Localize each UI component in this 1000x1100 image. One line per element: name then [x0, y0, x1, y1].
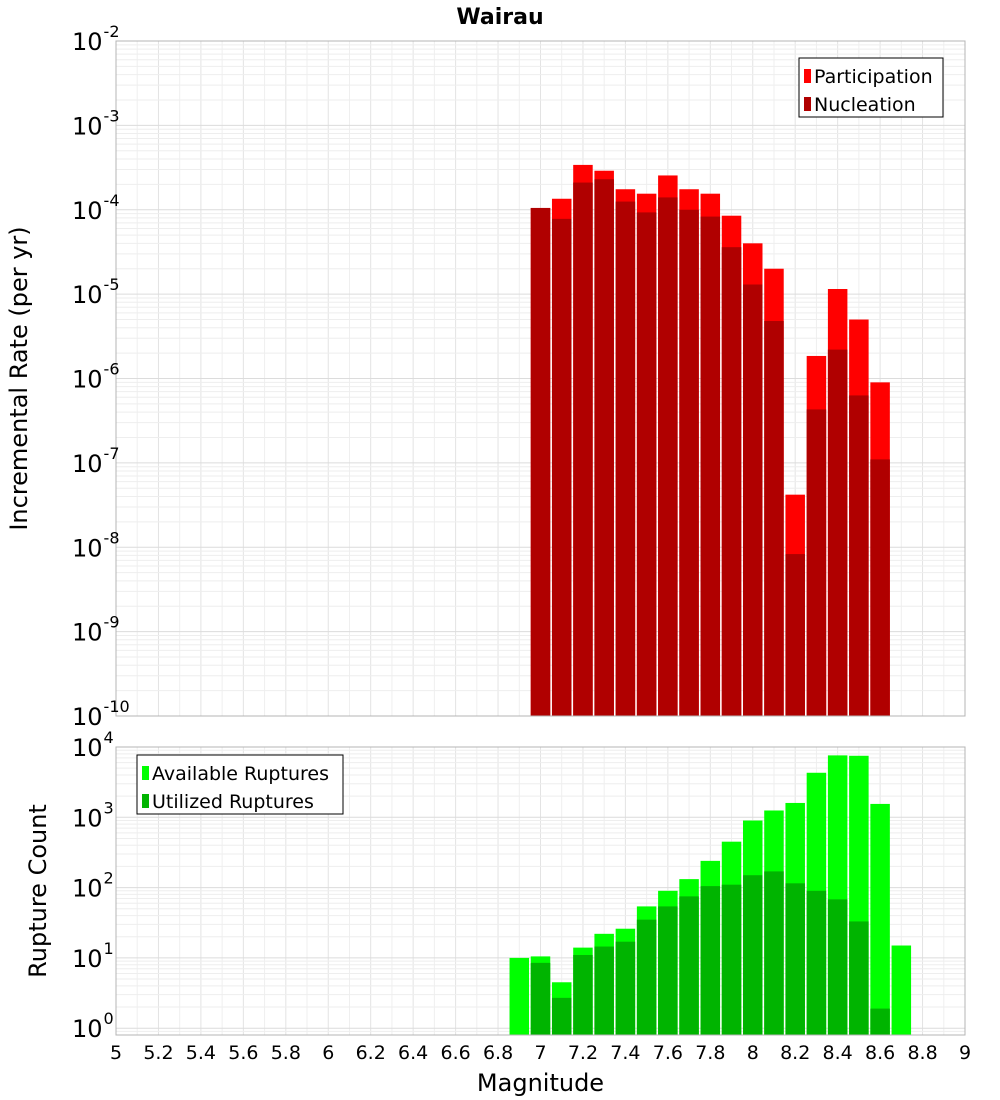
- x-tick-label: 6: [322, 1042, 334, 1064]
- x-tick-label: 6.6: [440, 1042, 470, 1064]
- utilized-ruptures-legend-label: Utilized Ruptures: [152, 791, 314, 813]
- utilized-ruptures-bar: [636, 919, 657, 1035]
- x-tick-label: 8.4: [823, 1042, 853, 1064]
- bottom-y-axis-label: Rupture Count: [24, 804, 52, 978]
- x-tick-label: 5.4: [186, 1042, 216, 1064]
- nucleation-bar: [764, 321, 784, 716]
- y-tick-exponent: 4: [104, 728, 114, 747]
- x-tick-label: 5.6: [228, 1042, 258, 1064]
- x-tick-label: 8.2: [780, 1042, 810, 1064]
- nucleation-bar: [658, 197, 678, 717]
- x-tick-label: 6.2: [356, 1042, 386, 1064]
- utilized-ruptures-bar: [870, 1008, 890, 1035]
- top-plot-frame: [115, 40, 966, 717]
- top-y-axis-label: Incremental Rate (per yr): [5, 226, 33, 530]
- y-tick-exponent: 1: [104, 939, 114, 958]
- y-tick-exponent: 3: [104, 798, 114, 817]
- nucleation-bar: [721, 247, 742, 716]
- utilized-ruptures-bar: [551, 997, 572, 1035]
- x-tick-label: 9: [959, 1042, 971, 1064]
- y-tick-exponent: -2: [104, 22, 120, 41]
- legend-box: [136, 754, 344, 815]
- chart-title: Wairau: [456, 5, 543, 30]
- available-ruptures-bar: [891, 945, 912, 1035]
- utilized-ruptures-bar: [573, 954, 593, 1035]
- utilized-ruptures-bar: [615, 941, 636, 1035]
- nucleation-bar: [743, 284, 763, 716]
- utilized-ruptures-bar: [530, 962, 551, 1035]
- utilized-ruptures-bar: [679, 896, 699, 1035]
- x-axis-label: Magnitude: [477, 1069, 604, 1097]
- y-tick-exponent: -4: [104, 191, 120, 210]
- bottom-plot-frame: [115, 746, 966, 1036]
- x-tick-label: 5.2: [143, 1042, 173, 1064]
- utilized-ruptures-bar: [785, 883, 805, 1035]
- y-tick-exponent: -7: [104, 444, 120, 463]
- x-tick-label: 7.8: [695, 1042, 725, 1064]
- y-tick-exponent: -5: [104, 275, 120, 294]
- x-tick-label: 8.6: [865, 1042, 895, 1064]
- y-tick-exponent: -3: [104, 106, 120, 125]
- nucleation-bar: [551, 218, 572, 716]
- x-tick-label: 7: [534, 1042, 546, 1064]
- utilized-ruptures-bar: [658, 906, 678, 1035]
- participation-legend-swatch: [804, 69, 811, 83]
- nucleation-legend-swatch: [804, 97, 811, 111]
- y-tick-label: 10-10: [72, 697, 130, 731]
- utilized-ruptures-bar: [594, 946, 614, 1035]
- y-tick-exponent: -10: [104, 697, 130, 716]
- participation-legend-label: Participation: [814, 66, 933, 88]
- nucleation-bar: [806, 409, 827, 716]
- y-tick-label: 10-9: [72, 613, 120, 647]
- nucleation-bar: [785, 554, 805, 716]
- nucleation-bar: [870, 459, 890, 716]
- top-bars: [530, 164, 890, 717]
- utilized-ruptures-bar: [764, 871, 784, 1035]
- y-tick-exponent: -6: [104, 360, 120, 379]
- x-tick-label: 6.4: [398, 1042, 428, 1064]
- x-tick-label: 8: [747, 1042, 759, 1064]
- y-tick-exponent: 2: [104, 869, 114, 888]
- legend-box: [798, 57, 944, 118]
- x-tick-label: 5: [110, 1042, 122, 1064]
- available-ruptures-bar: [509, 957, 530, 1035]
- utilized-ruptures-legend-swatch: [142, 794, 149, 808]
- available-ruptures-legend-swatch: [142, 766, 149, 780]
- y-tick-exponent: -9: [104, 613, 120, 632]
- bottom-legend: Available Ruptures Utilized Ruptures: [136, 754, 344, 815]
- nucleation-bar: [849, 395, 869, 716]
- y-tick-exponent: 0: [104, 1009, 114, 1028]
- nucleation-bar: [594, 179, 614, 716]
- available-ruptures-bar: [870, 803, 890, 1035]
- nucleation-bar: [636, 212, 657, 717]
- nucleation-legend-label: Nucleation: [814, 94, 916, 116]
- x-tick-label: 7.2: [568, 1042, 598, 1064]
- utilized-ruptures-bar: [721, 884, 742, 1035]
- nucleation-bar: [679, 209, 699, 716]
- x-tick-label: 7.6: [653, 1042, 683, 1064]
- y-tick-exponent: -8: [104, 528, 120, 547]
- x-tick-label: 7.4: [610, 1042, 640, 1064]
- bottom-x-ticks: 5 5.2 5.4 5.6 5.8 6 6.2 6.4 6.6 6.8 7 7.2 7.4 7.6 7.8 8…: [110, 1042, 971, 1064]
- x-tick-label: 5.8: [271, 1042, 301, 1064]
- nucleation-bar: [530, 207, 551, 716]
- bottom-bars: [509, 755, 912, 1035]
- utilized-ruptures-bar: [827, 899, 848, 1035]
- x-tick-label: 8.8: [907, 1042, 937, 1064]
- utilized-ruptures-bar: [806, 890, 827, 1035]
- nucleation-bar: [700, 216, 721, 716]
- x-tick-label: 6.8: [483, 1042, 513, 1064]
- top-legend: Participation Nucleation: [798, 57, 944, 118]
- available-ruptures-legend-label: Available Ruptures: [152, 763, 329, 785]
- utilized-ruptures-bar: [849, 921, 869, 1035]
- utilized-ruptures-bar: [743, 875, 763, 1035]
- nucleation-bar: [827, 349, 848, 716]
- utilized-ruptures-bar: [700, 886, 721, 1035]
- nucleation-bar: [573, 182, 593, 716]
- y-tick-label: 103: [72, 798, 114, 832]
- nucleation-bar: [615, 201, 636, 716]
